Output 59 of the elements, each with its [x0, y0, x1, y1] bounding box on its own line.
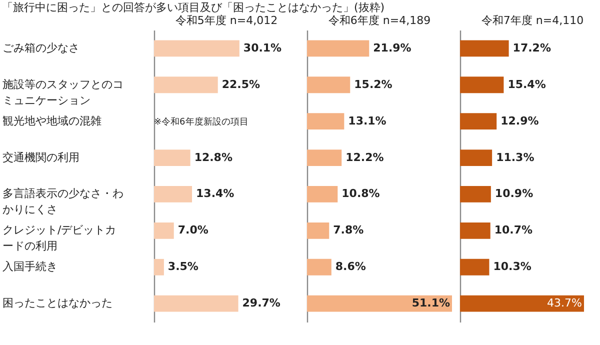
- data-label: 29.7%: [242, 296, 280, 310]
- bar: [154, 150, 190, 166]
- bar: [460, 186, 491, 202]
- bar: [460, 76, 504, 94]
- data-label: 15.4%: [508, 78, 546, 91]
- bar: [154, 76, 218, 94]
- annotation: ※令和6年度新設の項目: [154, 116, 248, 128]
- y-tick-label: 困ったことはなかった: [2, 296, 112, 310]
- data-label: 30.1%: [243, 41, 282, 54]
- data-label: 21.9%: [373, 41, 412, 54]
- bar: [460, 113, 497, 130]
- chart-subtitle: 令和6年度 n=4,189: [328, 14, 431, 27]
- y-tick-label: 入国手続き: [2, 260, 58, 274]
- y-tick-label: 交通機関の利用: [2, 150, 80, 164]
- bar: [307, 222, 330, 239]
- bar: [154, 186, 192, 202]
- data-label: 12.2%: [346, 150, 384, 164]
- y-tick-label: 多言語表示の少なさ・わかりにくさ: [2, 187, 124, 216]
- data-label: 15.2%: [354, 78, 392, 91]
- bar: [460, 150, 492, 166]
- data-label: 13.4%: [196, 187, 234, 200]
- bar: [154, 295, 238, 312]
- data-label: 10.7%: [494, 224, 533, 237]
- bar: [460, 258, 490, 276]
- data-label: 17.2%: [512, 41, 551, 54]
- data-label: 7.0%: [178, 224, 208, 237]
- data-label: 22.5%: [222, 78, 260, 91]
- data-label: 51.1%: [412, 296, 450, 310]
- data-label: 8.6%: [335, 260, 366, 274]
- chart-subtitle: 令和5年度 n=4,012: [175, 14, 278, 27]
- data-label: 10.3%: [493, 260, 532, 274]
- data-label: 3.5%: [168, 260, 198, 274]
- bar: [154, 222, 174, 239]
- bar: [460, 295, 584, 312]
- bar: [307, 40, 370, 57]
- data-label: 7.8%: [333, 224, 364, 237]
- bar: [460, 40, 509, 57]
- data-label: 12.9%: [500, 114, 539, 128]
- bar: [154, 258, 164, 276]
- bar: [307, 76, 350, 94]
- bar: [307, 113, 344, 130]
- bar: [460, 222, 490, 239]
- bar: [154, 40, 240, 57]
- bar: [307, 258, 332, 276]
- bar: [307, 295, 452, 312]
- data-label: 12.8%: [194, 150, 232, 164]
- bar: [307, 150, 342, 166]
- y-tick-label: ごみ箱の少なさ: [2, 41, 80, 54]
- chart-subtitle: 令和7年度 n=4,110: [481, 14, 584, 27]
- bar: [307, 186, 338, 202]
- data-label: 43.7%: [547, 296, 582, 310]
- data-label: 13.1%: [348, 114, 386, 128]
- y-tick-label: 施設等のスタッフとのコミュニケーション: [2, 78, 124, 107]
- data-label: 10.9%: [494, 187, 534, 200]
- y-tick-label: 観光地や地域の混雑: [2, 114, 102, 128]
- chart-title: 「旅行中に困った」との回答が多い項目及び「困ったことはなかった」(抜粋): [2, 1, 385, 14]
- y-tick-label: クレジット/デビットカードの利用: [2, 224, 116, 253]
- data-label: 11.3%: [496, 150, 534, 164]
- data-label: 10.8%: [342, 187, 380, 200]
